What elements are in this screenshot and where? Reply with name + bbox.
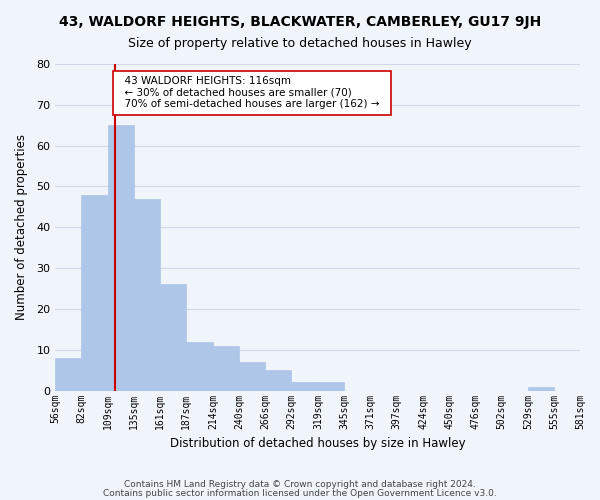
Bar xyxy=(528,386,554,390)
Text: Size of property relative to detached houses in Hawley: Size of property relative to detached ho… xyxy=(128,38,472,51)
Bar xyxy=(186,342,213,390)
Bar xyxy=(318,382,344,390)
Bar xyxy=(82,194,108,390)
Bar xyxy=(213,346,239,391)
Bar xyxy=(160,284,186,391)
Text: Contains HM Land Registry data © Crown copyright and database right 2024.: Contains HM Land Registry data © Crown c… xyxy=(124,480,476,489)
X-axis label: Distribution of detached houses by size in Hawley: Distribution of detached houses by size … xyxy=(170,437,466,450)
Text: 43 WALDORF HEIGHTS: 116sqm
  ← 30% of detached houses are smaller (70)
  70% of : 43 WALDORF HEIGHTS: 116sqm ← 30% of deta… xyxy=(118,76,386,110)
Bar xyxy=(265,370,291,390)
Text: 43, WALDORF HEIGHTS, BLACKWATER, CAMBERLEY, GU17 9JH: 43, WALDORF HEIGHTS, BLACKWATER, CAMBERL… xyxy=(59,15,541,29)
Bar xyxy=(134,198,160,390)
Bar xyxy=(55,358,82,390)
Y-axis label: Number of detached properties: Number of detached properties xyxy=(15,134,28,320)
Bar xyxy=(108,125,134,390)
Bar xyxy=(291,382,318,390)
Text: Contains public sector information licensed under the Open Government Licence v3: Contains public sector information licen… xyxy=(103,488,497,498)
Bar xyxy=(239,362,265,390)
